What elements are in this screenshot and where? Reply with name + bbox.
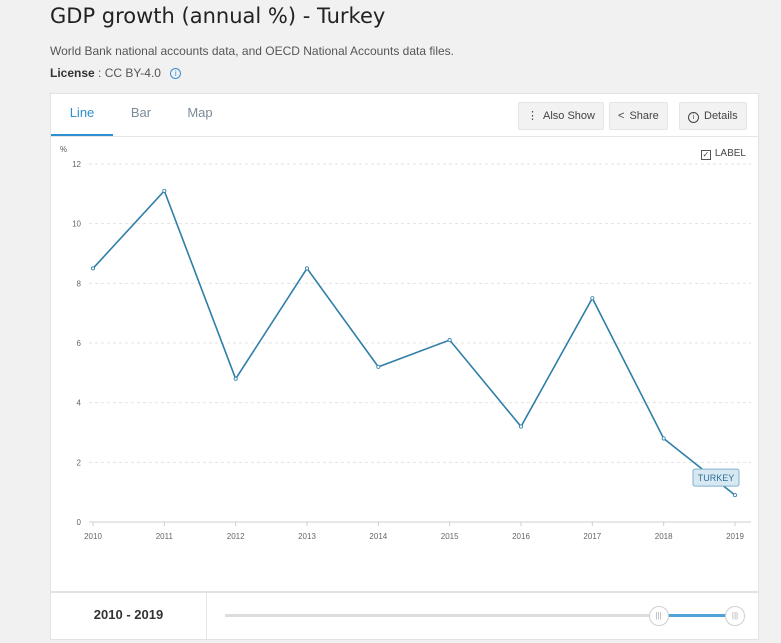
range-label: 2010 - 2019	[51, 593, 207, 639]
share-icon: <	[618, 110, 625, 122]
y-tick-label: 8	[77, 279, 82, 288]
data-point	[233, 376, 238, 381]
y-tick-label: 2	[77, 458, 82, 467]
slider-handle-start[interactable]: |||	[648, 606, 669, 626]
x-tick-label: 2012	[227, 532, 245, 541]
series-label-tag	[692, 468, 740, 487]
series-label: TURKEY	[698, 473, 735, 483]
tab-map[interactable]: Map	[187, 105, 213, 120]
license-value: : CC BY-4.0	[98, 66, 161, 80]
chart-tabs: Line Bar Map ⋮ Also Show < Share i Details	[51, 94, 758, 137]
details-label: Details	[704, 110, 738, 122]
y-tick-label: 12	[72, 160, 81, 169]
x-tick-label: 2013	[298, 532, 316, 541]
share-label: Share	[629, 110, 659, 122]
data-point	[661, 436, 666, 441]
y-tick-label: 6	[77, 339, 82, 348]
line-chart: % 0 2 4 6 8 10 12 2010 2011 2012 2013 2014 2015 2016 20…	[60, 145, 751, 541]
checkbox-checked-icon[interactable]: ✓	[700, 150, 711, 160]
slider-fill	[658, 614, 735, 617]
y-tick-label: 4	[77, 399, 82, 408]
data-point	[733, 493, 738, 498]
slider-track[interactable]: ||| |||	[225, 606, 745, 626]
license-label: License	[50, 66, 95, 80]
page-title: GDP growth (annual %) - Turkey	[50, 4, 386, 28]
source-note: World Bank national accounts data, and O…	[50, 44, 455, 58]
data-point	[518, 424, 523, 429]
also-show-button[interactable]: ⋮ Also Show	[518, 102, 604, 130]
x-tick-label: 2018	[655, 532, 673, 541]
y-tick-label: 0	[77, 518, 82, 527]
share-button[interactable]: < Share	[609, 102, 668, 130]
chart-panel: Line Bar Map ⋮ Also Show < Share i Details …	[50, 93, 759, 592]
x-tick-label: 2014	[369, 532, 387, 541]
also-show-label: Also Show	[543, 110, 595, 122]
x-tick-label: 2016	[512, 532, 530, 541]
series-line	[92, 189, 736, 496]
y-axis-label: %	[60, 145, 67, 154]
data-point	[590, 296, 595, 301]
x-tick-label: 2019	[726, 532, 744, 541]
y-tick-label: 10	[72, 220, 81, 229]
info-icon[interactable]: i	[170, 68, 182, 79]
x-tick-label: 2011	[156, 532, 174, 541]
label-toggle-text: LABEL	[714, 148, 746, 159]
x-tick-label: 2010	[84, 532, 102, 541]
tab-bar[interactable]: Bar	[130, 105, 152, 120]
tab-line[interactable]: Line	[51, 94, 113, 136]
vertical-dots-icon: ⋮	[527, 110, 538, 122]
x-tick-label: 2017	[583, 532, 601, 541]
slider-handle-end[interactable]: |||	[725, 606, 745, 626]
data-point	[162, 188, 167, 193]
range-selector: 2010 - 2019 ||| |||	[50, 592, 759, 640]
label-toggle[interactable]: ✓ LABEL	[700, 148, 746, 160]
data-point	[376, 364, 381, 369]
data-point	[304, 266, 309, 271]
x-tick-label: 2015	[441, 532, 459, 541]
data-point	[447, 338, 452, 343]
details-button[interactable]: i Details	[679, 102, 747, 130]
license-info: License : CC BY-4.0 i	[50, 66, 182, 80]
info-icon: i	[688, 112, 699, 123]
data-point	[91, 266, 96, 271]
